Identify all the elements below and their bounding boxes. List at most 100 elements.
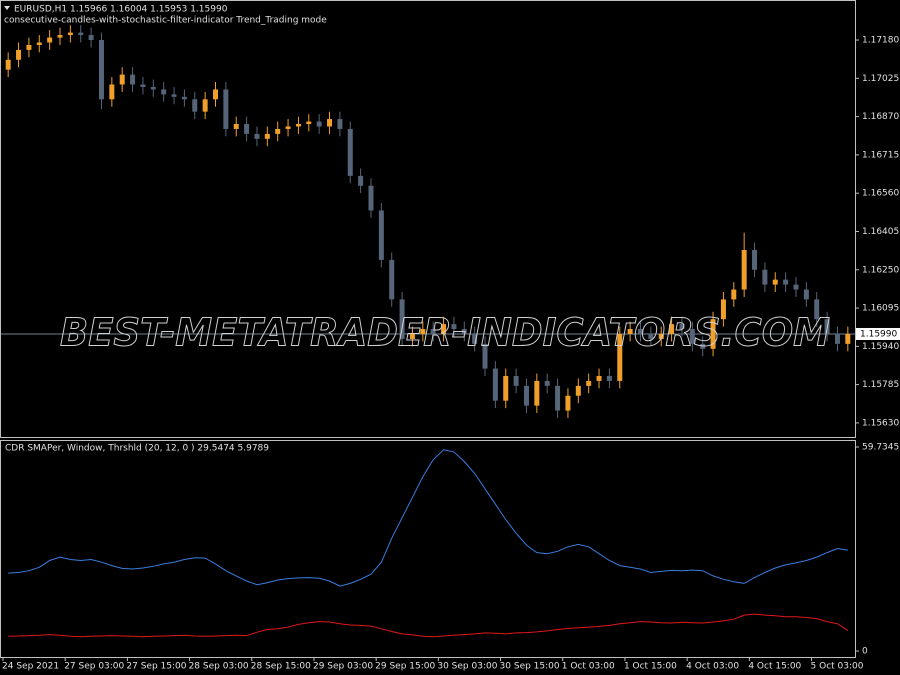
- y-tick-label: 1.16560: [862, 189, 899, 199]
- plot-layer: 1.17180 1.17025 1.16870 1.16715 1.16560 1.164…: [1, 25, 900, 672]
- candle-body: [171, 94, 177, 97]
- candle-body: [192, 99, 198, 112]
- candle-body: [140, 84, 146, 87]
- collapse-arrow: [4, 6, 10, 10]
- candle-body: [762, 269, 768, 285]
- candle-body: [337, 119, 343, 129]
- candle-body: [689, 329, 695, 344]
- candle-body: [109, 84, 115, 100]
- candle-body: [67, 32, 73, 36]
- candle-body: [358, 175, 364, 186]
- candle-body: [16, 49, 22, 60]
- candle-body: [845, 333, 851, 344]
- x-tick-label: 28 Sep 03:00: [189, 662, 249, 672]
- candle-body: [295, 124, 301, 127]
- candle-body: [627, 329, 633, 334]
- candle-body: [202, 99, 208, 112]
- x-tick-label: 4 Oct 03:00: [686, 662, 739, 672]
- candle-body: [710, 319, 716, 349]
- candle-body: [461, 329, 467, 334]
- indicator-title: CDR SMAPer, Window, Thrshld (20, 12, 0 )…: [5, 444, 269, 454]
- candle-body: [441, 324, 447, 334]
- candle-body: [119, 74, 125, 85]
- candle-body: [36, 42, 42, 45]
- candle-body: [679, 324, 685, 330]
- candle-body: [523, 385, 529, 406]
- candle-body: [57, 35, 63, 38]
- candle-body: [5, 59, 11, 70]
- candle-body: [700, 343, 706, 349]
- candle-body: [161, 89, 167, 95]
- candle-body: [98, 40, 104, 100]
- candle-body: [88, 35, 94, 41]
- x-tick-label: 1 Oct 15:00: [624, 662, 677, 672]
- candle-body: [285, 126, 291, 129]
- candle-body: [793, 284, 799, 290]
- candle-body: [544, 380, 550, 386]
- candle-body: [451, 324, 457, 330]
- x-tick-label: 27 Sep 15:00: [126, 662, 186, 672]
- candle-body: [803, 289, 809, 300]
- symbol-title: EURUSD,H1 1.15966 1.16004 1.15953 1.1599…: [14, 5, 228, 15]
- candle-body: [327, 119, 333, 127]
- candle-body: [824, 319, 830, 334]
- candle-body: [555, 385, 561, 411]
- candle-body: [213, 89, 218, 100]
- candle-body: [503, 375, 509, 401]
- candle-body: [814, 299, 820, 320]
- candle-body: [534, 380, 540, 406]
- candle-body: [409, 333, 415, 339]
- candle-body: [347, 128, 353, 176]
- candle-body: [47, 37, 53, 43]
- indicator-line: [8, 449, 848, 587]
- candle-body: [306, 121, 312, 125]
- candle-body: [720, 299, 726, 320]
- candle-body: [389, 259, 395, 300]
- candle-body: [617, 333, 623, 381]
- candle-body: [658, 333, 664, 339]
- y-tick-label: 1.16095: [862, 304, 899, 314]
- candle-body: [834, 333, 840, 344]
- watermark: BEST-METATRADER-INDICATORS.COM: [60, 311, 830, 355]
- candle-body: [638, 329, 643, 334]
- x-tick-label: 4 Oct 15:00: [748, 662, 801, 672]
- candle-body: [772, 279, 778, 285]
- y-tick-label: 1.16405: [862, 227, 899, 237]
- candle-body: [783, 279, 789, 285]
- candle-body: [420, 329, 426, 334]
- indicator-line: [8, 613, 849, 638]
- candle-body: [669, 324, 675, 334]
- candle-body: [648, 333, 654, 339]
- candle-body: [752, 249, 758, 270]
- x-tick-label: 29 Sep 15:00: [375, 662, 435, 672]
- indicator-subtitle: consecutive-candles-with-stochastic-filt…: [4, 16, 327, 26]
- y-tick-label: 1.16870: [862, 112, 899, 122]
- candle-body: [254, 133, 260, 139]
- candle-body: [130, 74, 136, 85]
- y-tick-label: 1.15630: [862, 418, 899, 428]
- y-tick-label: 1.15785: [862, 380, 899, 390]
- candle-body: [264, 133, 270, 139]
- y-tick-label: 1.17025: [862, 74, 899, 84]
- current-price-label: 1.15990: [860, 329, 897, 339]
- current-price-box: [856, 327, 900, 340]
- y-tick-label: 0: [862, 647, 868, 657]
- y-tick-label: 1.16715: [862, 150, 899, 160]
- candle-body: [244, 124, 250, 134]
- indicator-panel-frame: [0, 440, 856, 658]
- candle-body: [586, 380, 592, 386]
- candle-body: [606, 375, 612, 381]
- candle-body: [150, 86, 156, 90]
- candle-body: [368, 185, 374, 211]
- x-tick-label: 1 Oct 03:00: [562, 662, 615, 672]
- candle-body: [275, 128, 281, 134]
- y-tick-label: 1.15940: [862, 342, 899, 352]
- candle-body: [575, 385, 581, 396]
- candle-body: [472, 333, 478, 344]
- x-tick-label: 5 Oct 03:00: [811, 662, 864, 672]
- candle-body: [378, 210, 384, 260]
- candle-body: [513, 375, 519, 386]
- y-tick-label: 1.16250: [862, 265, 899, 275]
- candle-body: [741, 249, 747, 290]
- y-tick-label: 59.7345: [862, 443, 899, 453]
